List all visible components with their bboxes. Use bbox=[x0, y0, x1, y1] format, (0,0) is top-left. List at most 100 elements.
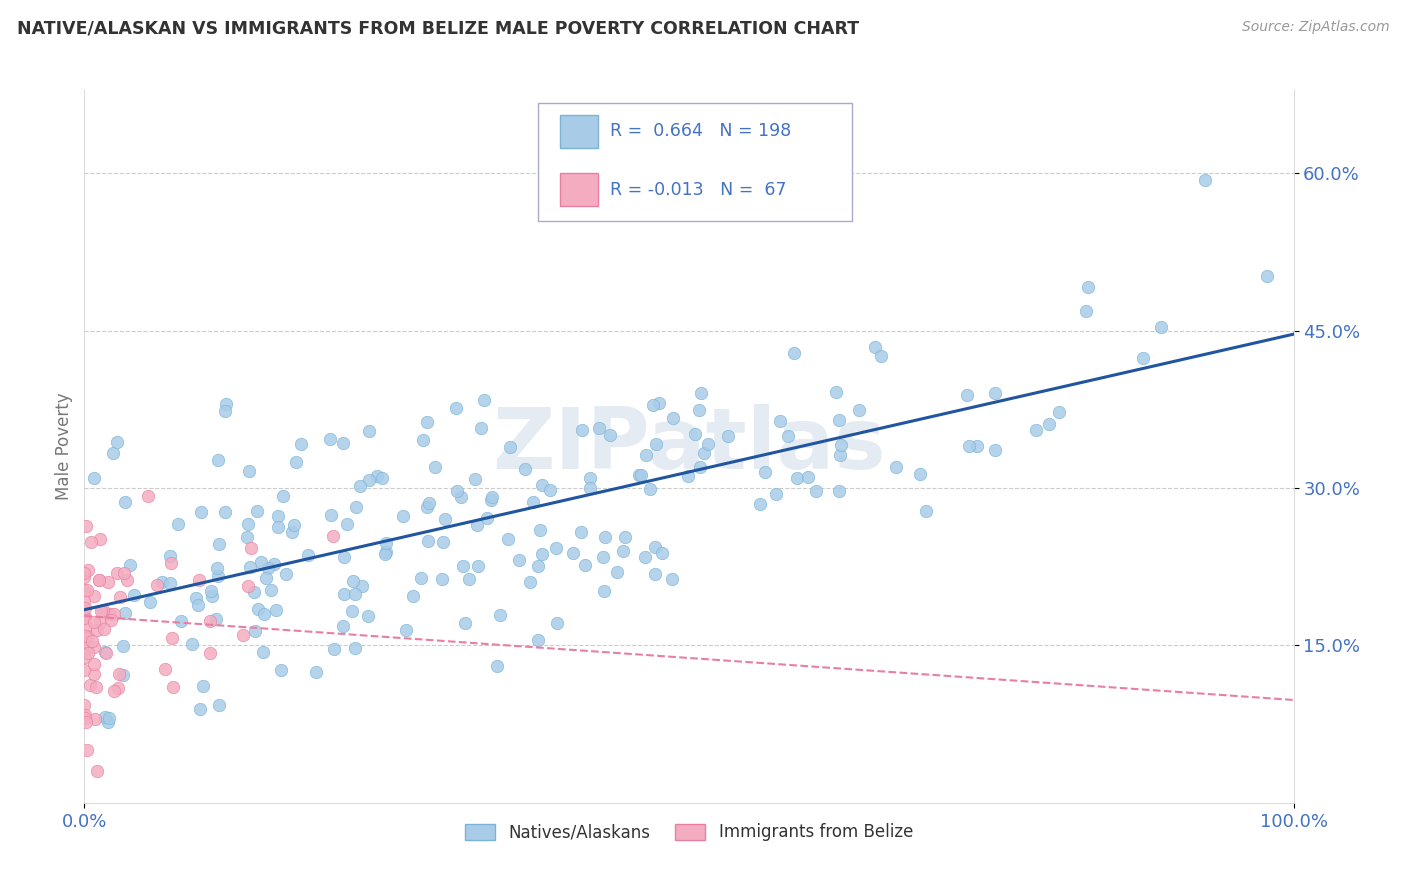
Point bbox=[614, 530, 637, 544]
Point bbox=[786, 470, 808, 484]
Point bbox=[73, 601, 96, 615]
Point bbox=[599, 427, 621, 442]
Point bbox=[103, 607, 125, 622]
Point bbox=[778, 429, 800, 443]
Point bbox=[638, 482, 661, 496]
Point bbox=[167, 517, 190, 532]
Point bbox=[450, 490, 472, 504]
Point bbox=[606, 565, 628, 579]
FancyBboxPatch shape bbox=[560, 115, 599, 148]
Point bbox=[323, 641, 346, 656]
Point bbox=[115, 573, 138, 587]
Point bbox=[94, 646, 117, 660]
Point bbox=[73, 711, 96, 725]
Point bbox=[678, 468, 700, 483]
Point bbox=[266, 519, 288, 533]
Point bbox=[481, 491, 503, 505]
Point bbox=[662, 410, 685, 425]
Point bbox=[661, 572, 683, 586]
Point bbox=[915, 504, 938, 518]
Point bbox=[160, 557, 183, 571]
Point bbox=[683, 427, 706, 442]
Point bbox=[73, 649, 96, 664]
Point bbox=[190, 505, 212, 519]
Point bbox=[76, 743, 98, 757]
Point bbox=[120, 558, 142, 573]
Text: Source: ZipAtlas.com: Source: ZipAtlas.com bbox=[1241, 20, 1389, 34]
Point bbox=[83, 657, 105, 671]
Point bbox=[73, 566, 96, 580]
Point bbox=[110, 590, 132, 604]
Point bbox=[634, 549, 657, 564]
Point bbox=[87, 574, 110, 588]
Point bbox=[263, 557, 285, 571]
Point bbox=[479, 492, 502, 507]
Point bbox=[371, 471, 394, 485]
Point bbox=[1077, 280, 1099, 294]
Point bbox=[160, 632, 183, 646]
Point bbox=[1025, 423, 1047, 437]
Point bbox=[208, 698, 231, 713]
Point bbox=[418, 496, 440, 510]
Point bbox=[114, 606, 136, 620]
Point bbox=[103, 446, 125, 460]
Point bbox=[89, 615, 111, 629]
Point bbox=[83, 615, 105, 630]
Point bbox=[75, 619, 97, 633]
Point bbox=[76, 582, 98, 597]
Text: NATIVE/ALASKAN VS IMMIGRANTS FROM BELIZE MALE POVERTY CORRELATION CHART: NATIVE/ALASKAN VS IMMIGRANTS FROM BELIZE… bbox=[17, 20, 859, 37]
Point bbox=[198, 614, 221, 628]
Point bbox=[201, 589, 224, 603]
Point bbox=[579, 471, 602, 485]
Point bbox=[688, 403, 710, 417]
Point bbox=[571, 423, 593, 437]
Point bbox=[359, 424, 381, 438]
Point bbox=[290, 437, 312, 451]
Point bbox=[1049, 405, 1071, 419]
Point bbox=[593, 530, 616, 544]
Point bbox=[1256, 268, 1278, 283]
Point bbox=[693, 446, 716, 460]
Point bbox=[651, 546, 673, 560]
Point bbox=[98, 711, 121, 725]
Point bbox=[105, 566, 128, 580]
Y-axis label: Male Poverty: Male Poverty bbox=[55, 392, 73, 500]
Point bbox=[485, 659, 508, 673]
Point bbox=[496, 533, 519, 547]
Point bbox=[884, 459, 907, 474]
Point bbox=[264, 603, 287, 617]
Point bbox=[465, 518, 488, 533]
Point bbox=[644, 566, 666, 581]
Point bbox=[159, 575, 181, 590]
Point bbox=[526, 633, 548, 648]
Point bbox=[93, 622, 115, 636]
Point bbox=[828, 484, 851, 499]
Point bbox=[242, 585, 264, 599]
Point bbox=[1132, 351, 1154, 365]
Point bbox=[188, 573, 211, 587]
Point bbox=[508, 552, 530, 566]
Point bbox=[593, 583, 616, 598]
Point bbox=[644, 541, 666, 555]
Point bbox=[804, 483, 827, 498]
Point bbox=[83, 471, 105, 485]
Point bbox=[395, 623, 418, 637]
Point bbox=[76, 646, 98, 660]
Point bbox=[297, 548, 319, 562]
Point bbox=[569, 524, 592, 539]
Point bbox=[768, 414, 790, 428]
Point bbox=[689, 460, 711, 475]
Point bbox=[84, 680, 107, 694]
Point bbox=[159, 549, 181, 563]
Point bbox=[451, 559, 474, 574]
Point bbox=[86, 764, 108, 779]
Point bbox=[146, 578, 169, 592]
Point bbox=[73, 610, 96, 624]
Point bbox=[910, 467, 932, 481]
Point bbox=[374, 545, 396, 559]
Point bbox=[97, 714, 120, 729]
Point bbox=[513, 462, 536, 476]
Text: R = -0.013   N =  67: R = -0.013 N = 67 bbox=[610, 181, 787, 199]
Point bbox=[402, 589, 425, 603]
Point bbox=[340, 604, 363, 618]
